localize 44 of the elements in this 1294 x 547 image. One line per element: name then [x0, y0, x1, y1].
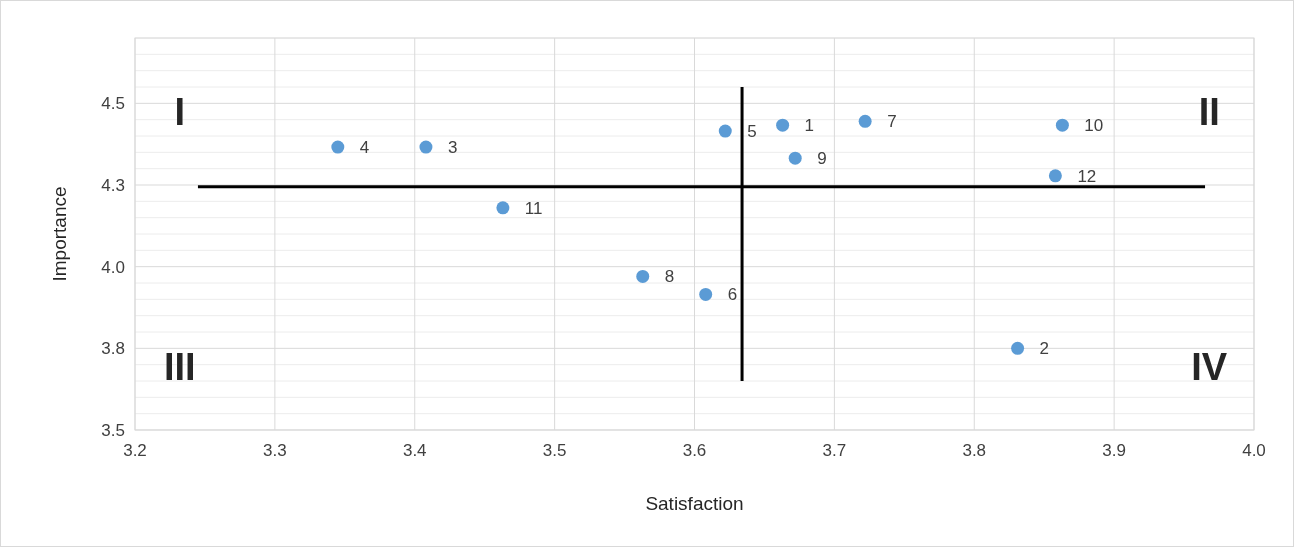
point — [331, 140, 345, 154]
point — [699, 287, 713, 301]
y-tick-label: 4.3 — [101, 176, 125, 195]
x-tick-label: 3.7 — [822, 441, 847, 460]
point — [1055, 118, 1069, 132]
x-tick-label: 3.3 — [263, 441, 287, 460]
y-tick-label: 4.5 — [101, 94, 125, 114]
x-tick-label: 4.0 — [1242, 441, 1266, 460]
y-axis-title: Importance — [49, 186, 70, 282]
point — [718, 124, 732, 138]
annotation: 8 — [664, 267, 675, 287]
x-tick-label: 3.8 — [962, 441, 987, 460]
point — [1048, 169, 1062, 183]
point — [1011, 341, 1025, 355]
annotation: I — [174, 91, 186, 134]
point — [776, 118, 790, 132]
annotation: 12 — [1077, 166, 1097, 186]
annotation: 11 — [524, 198, 543, 218]
annotation: 5 — [747, 122, 757, 142]
point — [496, 201, 510, 215]
x-tick-label: 3.6 — [682, 441, 707, 460]
point — [788, 151, 802, 165]
x-axis-title: Satisfaction — [645, 493, 744, 514]
annotation: 4 — [359, 138, 370, 158]
y-tick-label: 4.0 — [101, 257, 125, 277]
annotation: II — [1198, 91, 1220, 134]
annotation: 10 — [1084, 116, 1104, 136]
annotation: 2 — [1039, 339, 1050, 359]
annotation: IV — [1191, 346, 1228, 389]
point — [419, 140, 433, 154]
y-tick-label: 3.8 — [101, 339, 125, 359]
annotation: 6 — [727, 285, 738, 305]
x-tick-label: 3.5 — [542, 441, 567, 460]
x-tick-label: 3.2 — [123, 441, 147, 460]
annotation: 3 — [447, 138, 458, 158]
annotation: III — [163, 346, 196, 389]
annotation: 1 — [804, 116, 815, 136]
point — [858, 114, 872, 128]
x-tick-label: 3.4 — [402, 441, 427, 460]
annotation: 9 — [817, 149, 827, 169]
annotation: 7 — [887, 112, 897, 132]
x-tick-label: 3.9 — [1102, 441, 1126, 460]
point — [636, 269, 650, 283]
y-tick-label: 3.5 — [101, 421, 125, 440]
